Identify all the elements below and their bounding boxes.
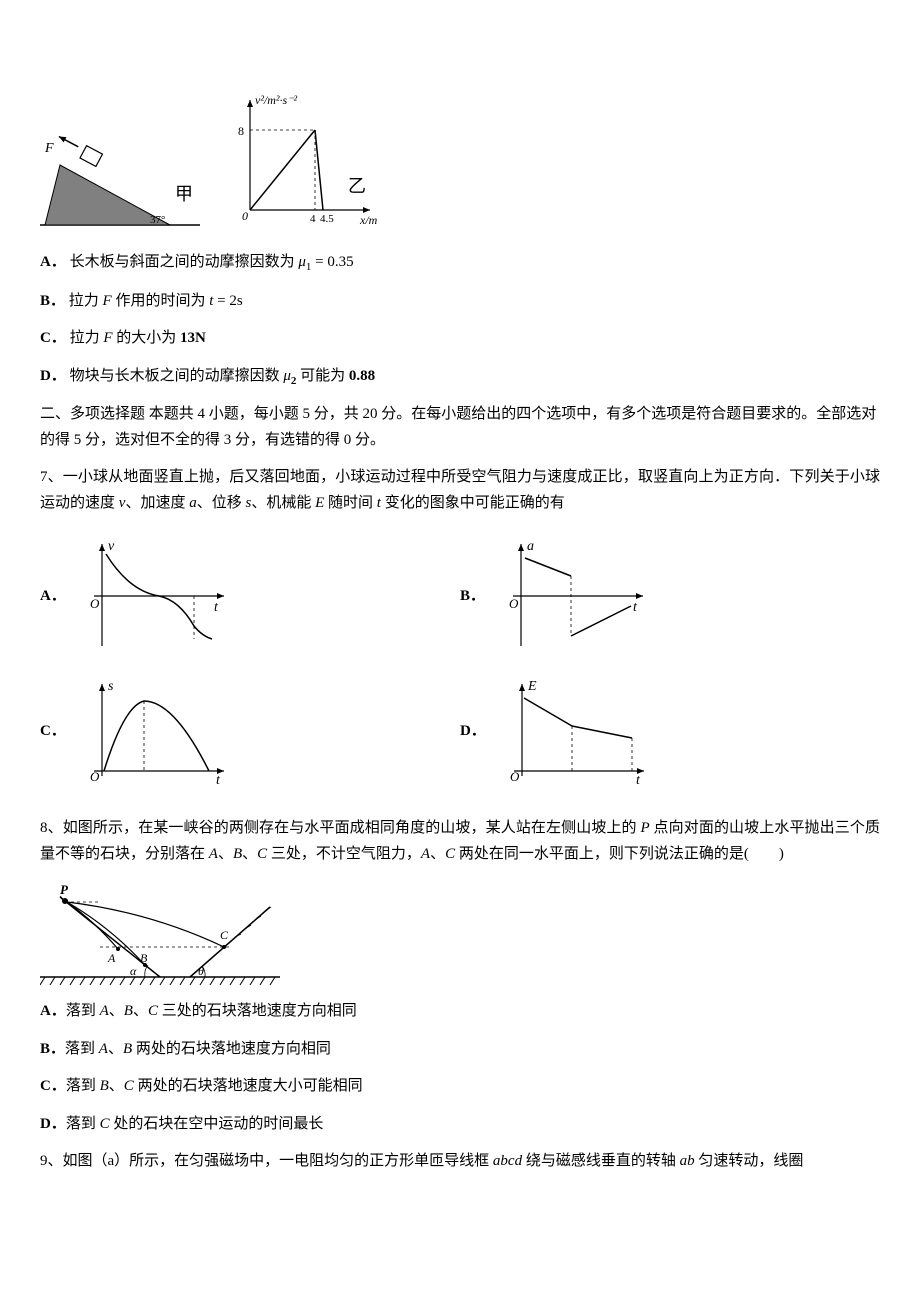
q7-opt-A: A． v t O <box>40 536 460 656</box>
svg-text:t: t <box>636 773 641 786</box>
svg-text:t: t <box>216 773 221 786</box>
incline-diagram: F 37° 甲 <box>40 110 200 230</box>
q6-option-A: A． 长木板与斜面之间的动摩擦因数为 μ1 = 0.35 <box>40 250 880 277</box>
q7-opt-B: B． a t O <box>460 536 880 656</box>
q6-option-B: B． 拉力 F 作用的时间为 t = 2s <box>40 289 880 315</box>
q8-opt-C: C．落到 B、C 两处的石块落地速度大小可能相同 <box>40 1074 880 1100</box>
svg-text:O: O <box>90 769 100 784</box>
q8-diagram: P A B C α θ <box>40 877 880 987</box>
svg-text:O: O <box>90 596 100 611</box>
section2-title: 二、多项选择题 本题共 4 小题，每小题 5 分，共 20 分。在每小题给出的四… <box>40 402 880 453</box>
q7-options: A． v t O B． a t O <box>40 526 880 796</box>
svg-text:t: t <box>214 600 219 615</box>
xlabel-x: x/m <box>359 213 378 227</box>
q8-text: 8、如图所示，在某一峡谷的两侧存在与水平面成相同角度的山坡，某人站在左侧山坡上的… <box>40 816 880 867</box>
label-angle: 37° <box>150 214 165 226</box>
vsq-x-chart: v²/m²·s⁻² x/m 0 8 4 4.5 乙 <box>220 90 390 230</box>
xtick-4: 4 <box>310 213 316 225</box>
svg-text:C: C <box>220 928 229 942</box>
svg-text:A: A <box>107 951 116 965</box>
svg-text:E: E <box>527 679 537 694</box>
q7-text: 7、一小球从地面竖直上抛，后又落回地面，小球运动过程中所受空气阻力与速度成正比，… <box>40 465 880 516</box>
q8-opt-D: D．落到 C 处的石块在空中运动的时间最长 <box>40 1112 880 1138</box>
figure-row-q6: F 37° 甲 v²/m²·s⁻² x/m 0 8 <box>40 90 880 230</box>
svg-text:s: s <box>108 679 114 694</box>
xtick-45: 4.5 <box>320 213 334 225</box>
caption-yi: 乙 <box>348 176 366 196</box>
q6-option-D: D． 物块与长木板之间的动摩擦因数 μ2 可能为 0.88 <box>40 364 880 391</box>
q8-opt-A: A．落到 A、B、C 三处的石块落地速度方向相同 <box>40 999 880 1025</box>
ytick-8: 8 <box>238 124 244 138</box>
svg-text:O: O <box>510 769 520 784</box>
origin-label: 0 <box>242 209 248 223</box>
svg-text:v: v <box>108 539 115 554</box>
label-F: F <box>44 141 54 156</box>
svg-text:a: a <box>527 539 534 554</box>
svg-text:P: P <box>60 882 69 897</box>
caption-jia: 甲 <box>175 184 193 204</box>
svg-text:B: B <box>140 951 148 965</box>
svg-text:t: t <box>633 600 638 615</box>
svg-text:α: α <box>130 964 137 978</box>
svg-text:O: O <box>509 596 519 611</box>
q9-text: 9、如图（a）所示，在匀强磁场中，一电阻均匀的正方形单匝导线框 abcd 绕与磁… <box>40 1149 880 1175</box>
q7-opt-C: C． s t O <box>40 676 460 786</box>
ylabel-vsq: v²/m²·s⁻² <box>255 93 298 107</box>
q6-option-C: C． 拉力 F 的大小为 13N <box>40 326 880 352</box>
q8-opt-B: B．落到 A、B 两处的石块落地速度方向相同 <box>40 1037 880 1063</box>
q7-opt-D: D． E t O <box>460 676 880 786</box>
svg-text:θ: θ <box>198 964 204 978</box>
